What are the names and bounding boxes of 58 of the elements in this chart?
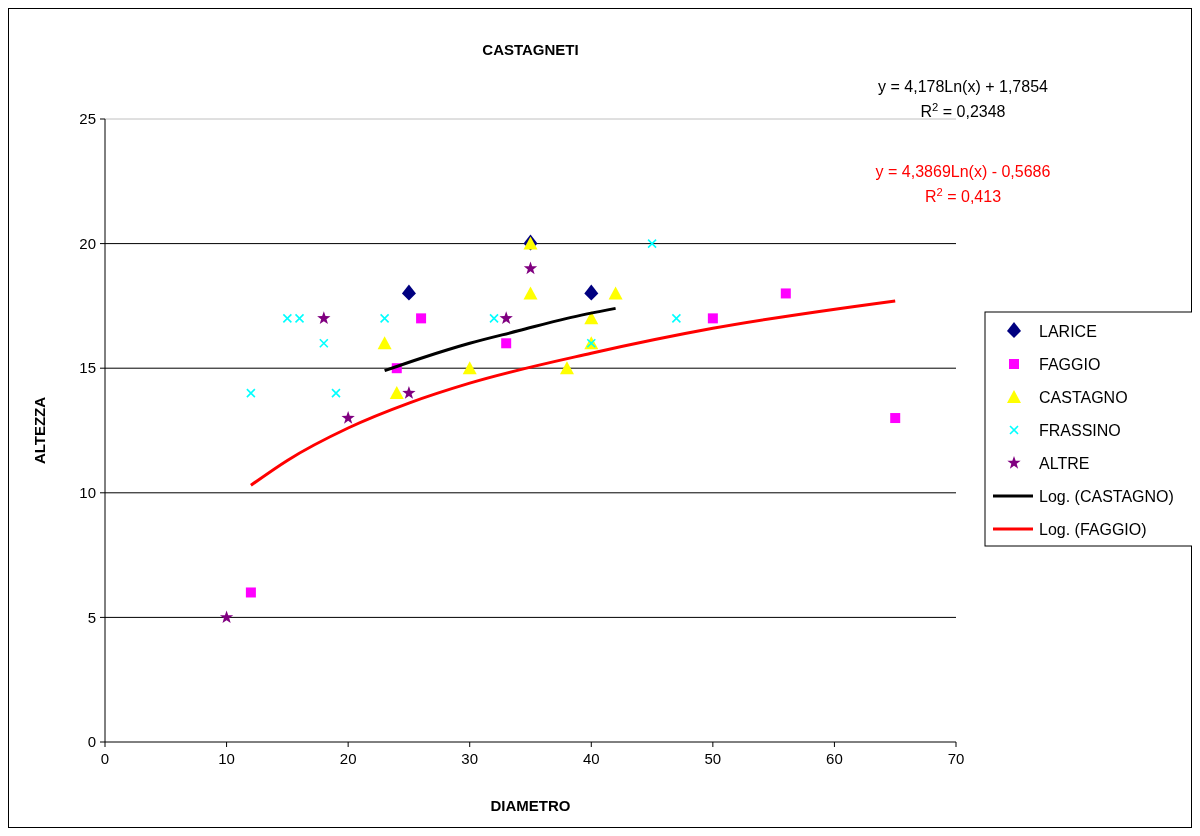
y-tick-label: 10 [79,484,96,502]
x-tick-label: 70 [947,750,965,767]
x-tick-label: 20 [339,750,357,767]
chart-title: CASTAGNETI [482,41,579,58]
legend-label: CASTAGNO [1039,388,1128,406]
point [245,587,256,598]
legend-label: ALTRE [1039,454,1090,472]
x-axis-title: DIAMETRO [490,797,571,814]
legend-label: LARICE [1039,322,1097,340]
x-tick-label: 40 [582,750,600,767]
x-tick-label: 0 [100,750,110,767]
point [294,313,305,324]
point [890,413,901,424]
point [416,313,427,324]
legend-label: FRASSINO [1039,421,1121,439]
point [499,311,513,325]
point [584,284,599,301]
legend-label: Log. (FAGGIO) [1039,520,1147,538]
point [219,610,234,624]
point [707,313,718,324]
annotation: y = 4,3869Ln(x) - 0,5686 [875,163,1051,180]
y-tick-label: 0 [87,733,96,751]
point [501,338,512,349]
line-series [249,299,897,487]
annotation: R$^{2}$ = 0,2348 [920,101,1006,120]
point [341,411,355,424]
y-tick-label: 15 [79,359,96,377]
point [331,388,341,398]
legend-label: FAGGIO [1039,355,1101,373]
point [559,361,574,375]
x-tick-label: 10 [218,750,235,767]
point [523,261,538,275]
point [319,338,329,349]
y-axis-title: ALTEZZA [31,396,48,465]
point [317,311,331,325]
point [282,313,293,324]
point [647,238,657,249]
x-tick-label: 60 [826,750,843,767]
legend-label: Log. (CASTAGNO) [1039,487,1174,505]
point [462,361,477,375]
x-tick-label: 50 [704,750,722,767]
text: y = 4,178Ln(x) + 1,7854 [878,78,1049,95]
x-tick-label: 30 [461,750,479,767]
y-tick-label: 20 [79,234,96,252]
point [608,286,623,300]
y-tick-label: 5 [87,608,96,626]
point [377,336,392,350]
point [402,386,416,399]
point [401,284,416,301]
point [523,286,538,300]
point [389,386,404,400]
point [780,288,791,299]
annotation: R$^{2}$ = 0,413 [924,186,1002,205]
point [489,313,499,324]
point [379,313,390,324]
y-tick-label: 25 [79,110,96,128]
point [671,313,682,324]
point [246,388,256,398]
